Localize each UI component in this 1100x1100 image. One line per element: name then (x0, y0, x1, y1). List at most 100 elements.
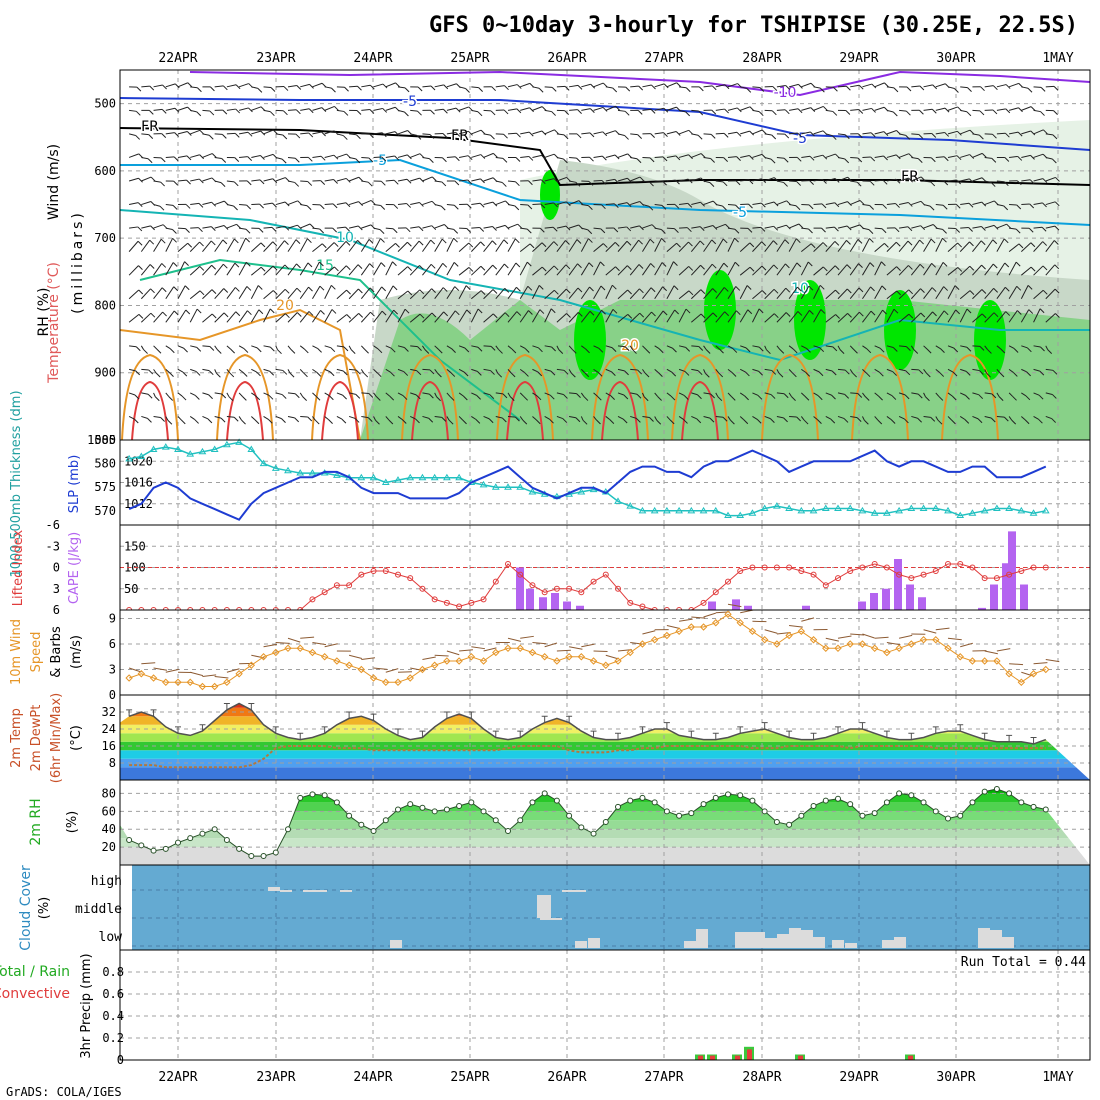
wind-barb-flag (320, 310, 325, 315)
pressure-tick-label: 800 (94, 298, 116, 312)
wind-barb (361, 180, 369, 183)
wind-barb (263, 265, 274, 276)
wind-barb-flag (186, 131, 192, 136)
wind-barb-flag (321, 107, 327, 112)
wind-barb (825, 345, 833, 348)
wind-barb-flag (355, 158, 361, 164)
wind-barb-flag (845, 110, 851, 115)
wind-barb-flag (320, 180, 326, 185)
wind-speed-point (455, 657, 463, 665)
wind-barb-flag (522, 419, 528, 425)
wind-barb (312, 243, 323, 253)
wind-barb-flag (590, 108, 595, 113)
rh-point (932, 808, 939, 815)
wind-barb-flag (839, 349, 845, 354)
date-label-bottom: 26APR (547, 1070, 586, 1085)
wind-barb (825, 226, 835, 229)
lifted-index-point (468, 599, 475, 606)
wind-barb (312, 310, 321, 323)
wind-barb-flag (831, 135, 837, 140)
wind-barb-flag (942, 229, 947, 234)
wind-barb (471, 154, 481, 158)
wind-barb-flag (853, 348, 858, 354)
wind-barb (238, 83, 249, 88)
wind-speed-point (809, 636, 818, 644)
wind-barb (727, 131, 738, 135)
wind-barb-flag (160, 417, 165, 422)
date-label-top: 30APR (936, 51, 975, 66)
wind-barb (1008, 107, 1019, 111)
wind-barb (874, 285, 883, 299)
wind-barb-flag (1003, 205, 1009, 211)
wind-barb-flag (174, 83, 180, 89)
wind-barb (886, 241, 897, 252)
wind-barb-flag (563, 134, 569, 140)
wind-barb (703, 200, 714, 206)
wind-barb (972, 177, 983, 182)
wind-barb (739, 309, 749, 323)
wind-barb-flag (712, 312, 718, 318)
wind-barb (678, 308, 687, 323)
wind-barb (1033, 289, 1044, 300)
temp-tick-label: 24 (102, 722, 116, 736)
wind-barb (507, 311, 518, 323)
wind-barb (678, 416, 684, 420)
wind-barb (324, 392, 330, 397)
wind-barb-flag (160, 181, 165, 187)
wind-barb-flag (173, 156, 179, 162)
wind-barb (1033, 202, 1043, 206)
wind-barb-flag (638, 239, 643, 245)
wind-barb (666, 227, 675, 230)
wind-barb (715, 415, 724, 418)
wind-barb-flag (698, 110, 704, 116)
wind-barb (947, 285, 956, 299)
wind-barb-flag (255, 395, 261, 401)
wind-barb (239, 156, 248, 158)
wind-barb (349, 156, 356, 160)
thickness-point (198, 447, 207, 455)
wind-barb (886, 368, 893, 373)
wind-barb-flag (627, 289, 632, 295)
wind-barb-flag (770, 418, 775, 423)
wind-barb-flag (1005, 84, 1011, 89)
wind-barb-flag (491, 86, 496, 92)
wind-barb (1033, 153, 1044, 158)
wind-barb (935, 416, 939, 421)
warm-contour (851, 353, 909, 441)
wind-barb (373, 345, 379, 350)
surface-wind-barb (214, 676, 229, 679)
wind-barb-flag (663, 132, 668, 137)
wind-barb (373, 204, 381, 206)
wind-barb (959, 416, 966, 420)
wind-barb (788, 345, 794, 350)
wind-barb-flag (515, 157, 521, 162)
wind-barb (935, 262, 944, 276)
lifted-index-point (627, 599, 634, 606)
wind-barb (654, 310, 664, 323)
wind-barb-flag (441, 181, 447, 187)
wind-barb-flag (981, 313, 987, 319)
wind-barb (568, 239, 578, 252)
wind-barb-flag (598, 347, 604, 353)
wind-barb-flag (600, 285, 606, 291)
wind-barb-flag (846, 225, 852, 231)
wind-barb (850, 109, 859, 111)
wind-barb-flag (453, 229, 459, 234)
wind-barb-flag (930, 157, 936, 163)
wind-speed-point (712, 619, 720, 627)
wind-barb-flag (955, 203, 961, 209)
temp-ylabel-1: 2m Temp (9, 708, 24, 768)
wind-barb-flag (772, 86, 778, 91)
wind-barb (960, 154, 970, 158)
precip-tick-label: 0.2 (102, 1031, 124, 1045)
wind-barb (788, 238, 797, 252)
wind-barb (850, 415, 858, 419)
wind-barb (226, 392, 230, 397)
run-total: Run Total = 0.44 (961, 955, 1086, 970)
upper-panel-labels: Wind (m/s) Temperature (°C) RH (%) (mill… (36, 144, 86, 384)
thickness-point (699, 506, 708, 514)
rh-point (773, 819, 780, 826)
wind-barb (1021, 154, 1031, 158)
wind-barb-flag (197, 87, 202, 93)
wind-barb (324, 179, 334, 182)
